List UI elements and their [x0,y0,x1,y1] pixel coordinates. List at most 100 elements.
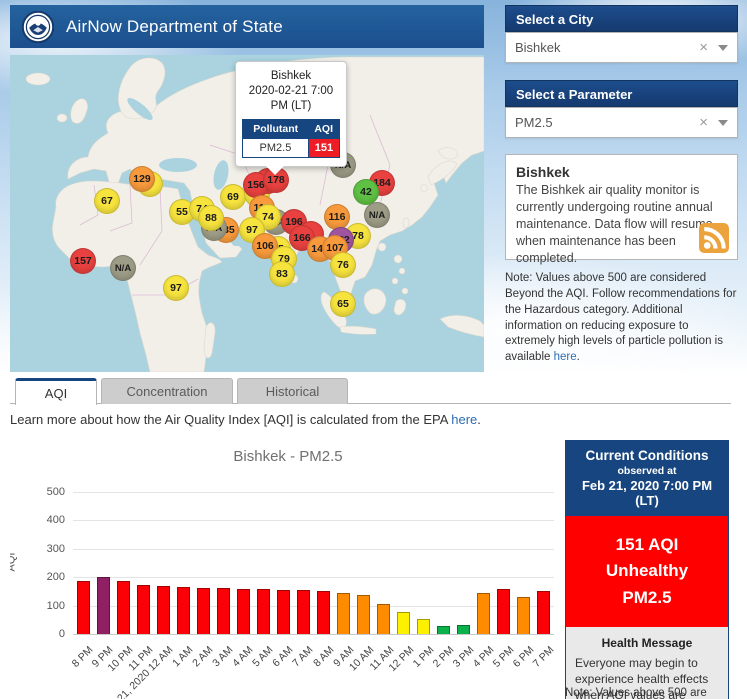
chart-y-tick: 100 [46,599,65,612]
conditions-bottom-note: Note: Values above 500 are considered [565,687,707,699]
chart-x-tick: 3 PM [450,644,477,670]
aqi-map-marker[interactable]: N/A [110,255,136,281]
city-clear-icon[interactable]: × [699,39,708,56]
chart-y-tick: 0 [58,628,65,640]
chart-x-tick: 1 AM [170,644,196,670]
tooltip-table: Pollutant AQI PM2.5 151 [242,118,341,158]
chart-bar[interactable] [537,591,551,634]
learn-more-body: Learn more about how the Air Quality Ind… [10,412,452,427]
chart-bar[interactable] [196,587,210,634]
current-conditions-header: Current Conditions observed at Feb 21, 2… [566,441,728,516]
chart-x-tick: 4 AM [230,644,256,670]
map-tooltip: Bishkek 2020-02-21 7:00 PM (LT) Pollutan… [235,61,347,175]
chart-x-tick: 2 AM [190,644,216,670]
chart-bar[interactable] [276,589,290,634]
chart-y-tick: 200 [46,571,65,584]
aqi-map-marker[interactable]: N/A [364,202,390,228]
chart-bar[interactable] [497,589,511,634]
aqi-map-marker[interactable]: 156 [243,172,269,198]
health-message-title: Health Message [601,636,693,651]
chart-title: Bishkek - PM2.5 [233,448,343,465]
chart-bar[interactable] [76,581,90,634]
chart-bar[interactable] [96,576,110,634]
chart-y-axis-label: AQI [10,552,18,572]
state-department-seal-icon [22,10,54,43]
tooltip-aqi-value: 151 [307,137,341,158]
chart-bar[interactable] [236,588,250,634]
health-message-body: Everyone may begin to experience health … [575,656,709,699]
tab-concentration[interactable]: Concentration [101,378,233,404]
chart-y-tick: 500 [46,486,65,498]
chart-bar[interactable] [136,585,150,634]
chart-x-tick: 8 PM [69,644,96,670]
sidebar-note-text: Note: Values above 500 are considered Be… [505,272,737,364]
chart-bar[interactable] [517,597,531,634]
chart-gridline [73,605,554,607]
sidebar: Select a City Bishkek × Select a Paramet… [505,5,738,366]
sidebar-note: Note: Values above 500 are considered Be… [505,271,738,366]
chart-x-tick: 4 PM [470,644,497,670]
aqi-map-marker[interactable]: 129 [129,166,155,192]
aqi-map-marker[interactable]: 83 [269,261,295,287]
parameter-chevron-down-icon[interactable] [718,119,728,126]
sidebar-note-here-link[interactable]: here [553,351,577,364]
parameter-clear-icon[interactable]: × [699,114,708,131]
city-chevron-down-icon[interactable] [718,44,728,51]
aqi-status-box: 151 AQI Unhealthy PM2.5 [566,516,728,628]
aqi-map-marker[interactable]: 116 [324,204,350,230]
chart-bar[interactable] [417,619,431,634]
chart-bar[interactable] [377,603,391,634]
parameter-select[interactable]: PM2.5 × [505,107,738,138]
current-conditions-panel: Current Conditions observed at Feb 21, 2… [565,440,729,699]
aqi-map-marker[interactable]: 88 [198,205,224,231]
chart-y-tick: 300 [46,542,65,555]
aqi-map-marker[interactable]: 157 [70,248,96,274]
city-select-value: Bishkek [515,40,561,55]
learn-more-here-link[interactable]: here [451,412,478,427]
chart-bar[interactable] [296,589,310,634]
aqi-pollutant: PM2.5 [622,587,672,607]
aqi-map-marker[interactable]: 65 [330,291,356,317]
aqi-map-marker[interactable]: 67 [94,188,120,214]
tab-aqi[interactable]: AQI [15,378,97,405]
aqi-map-marker[interactable]: 97 [163,275,189,301]
chart-bar[interactable] [256,589,270,634]
city-select[interactable]: Bishkek × [505,32,738,63]
chart-bar[interactable] [397,612,411,634]
chart-x-tick: 7 PM [530,644,557,670]
chart-bar[interactable] [216,588,230,634]
chart-x-tick: 1 PM [410,644,437,670]
aqi-map-marker[interactable]: 69 [220,184,246,210]
chart-bar[interactable] [457,625,471,634]
aqi-map-marker[interactable]: 76 [330,252,356,278]
aqi-map-marker[interactable]: 106 [252,233,278,259]
aqi-bar-chart: Bishkek - PM2.5 AQI 0 100 200 300 400 500 8 PM… [10,438,566,699]
chart-x-tick: 5 PM [490,644,517,670]
tooltip-city: Bishkek [270,70,312,82]
chart-bar[interactable] [437,626,451,634]
tab-historical[interactable]: Historical [237,378,348,404]
chart-bar[interactable] [357,595,371,634]
chart-bar[interactable] [477,593,491,634]
sidebar-note-period: . [576,351,580,364]
aqi-value: 151 AQI [615,535,679,554]
rss-icon[interactable] [699,223,729,253]
tab-divider-line [10,403,731,404]
aqi-map-marker[interactable]: 42 [353,179,379,205]
chart-bar[interactable] [116,581,130,634]
chart-x-tick: 5 AM [250,644,276,670]
parameter-select-header: Select a Parameter [505,80,738,107]
chart-x-tick: 8 AM [310,644,337,670]
learn-more-period: . [477,412,481,427]
chart-bar[interactable] [176,587,190,634]
tooltip-col-aqi: AQI [308,119,340,139]
chart-x-tick: 6 PM [510,644,537,670]
chart-x-tick: 7 AM [290,644,316,670]
chart-bar[interactable] [317,590,331,634]
world-aqi-map[interactable]: 129675574135N/A886973156178112N/A7419616… [10,55,484,372]
chart-gridline [73,520,554,522]
chart-bar[interactable] [156,586,170,634]
observed-at-value: Feb 21, 2020 7:00 PM (LT) [581,478,713,508]
chart-bar[interactable] [337,592,351,634]
observed-at-label: observed at [617,465,677,477]
